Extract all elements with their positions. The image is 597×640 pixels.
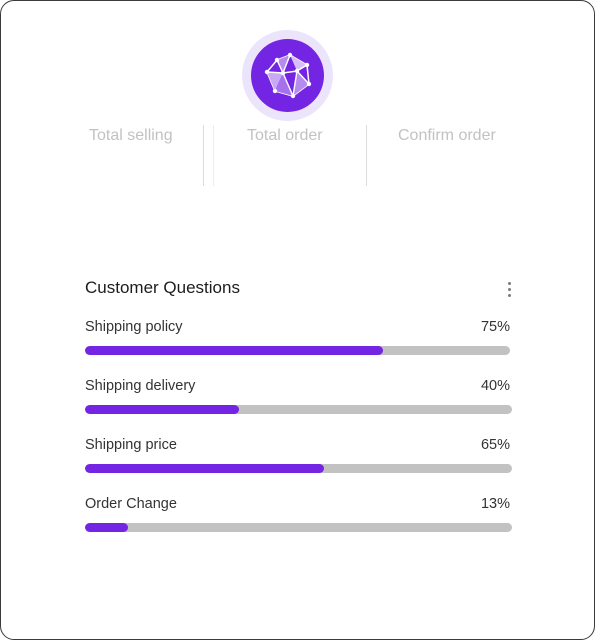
question-percent: 75% [480, 319, 510, 335]
question-label: Shipping delivery [85, 378, 196, 394]
progress-fill [85, 523, 128, 532]
customer-questions-title: Customer Questions [85, 278, 240, 297]
progress-track [85, 523, 512, 532]
stat-divider [203, 125, 204, 186]
total-selling-label: Total selling [89, 127, 173, 144]
progress-track [85, 464, 512, 473]
total-order-label: Total order [247, 127, 323, 144]
question-percent: 40% [480, 378, 510, 394]
logo-ring [242, 30, 333, 121]
more-vertical-icon[interactable] [501, 278, 517, 300]
question-label: Order Change [85, 496, 177, 512]
progress-track [85, 405, 512, 414]
question-label: Shipping policy [85, 319, 183, 335]
question-percent: 13% [480, 496, 510, 512]
stat-divider [366, 125, 367, 186]
stat-divider [213, 125, 214, 186]
progress-track [85, 346, 510, 355]
network-polyhedron-icon [251, 39, 324, 112]
progress-fill [85, 464, 325, 473]
question-percent: 65% [480, 437, 510, 453]
progress-fill [85, 405, 239, 414]
progress-fill [85, 346, 383, 355]
question-label: Shipping price [85, 437, 177, 453]
confirm-order-label: Confirm order [398, 127, 496, 144]
